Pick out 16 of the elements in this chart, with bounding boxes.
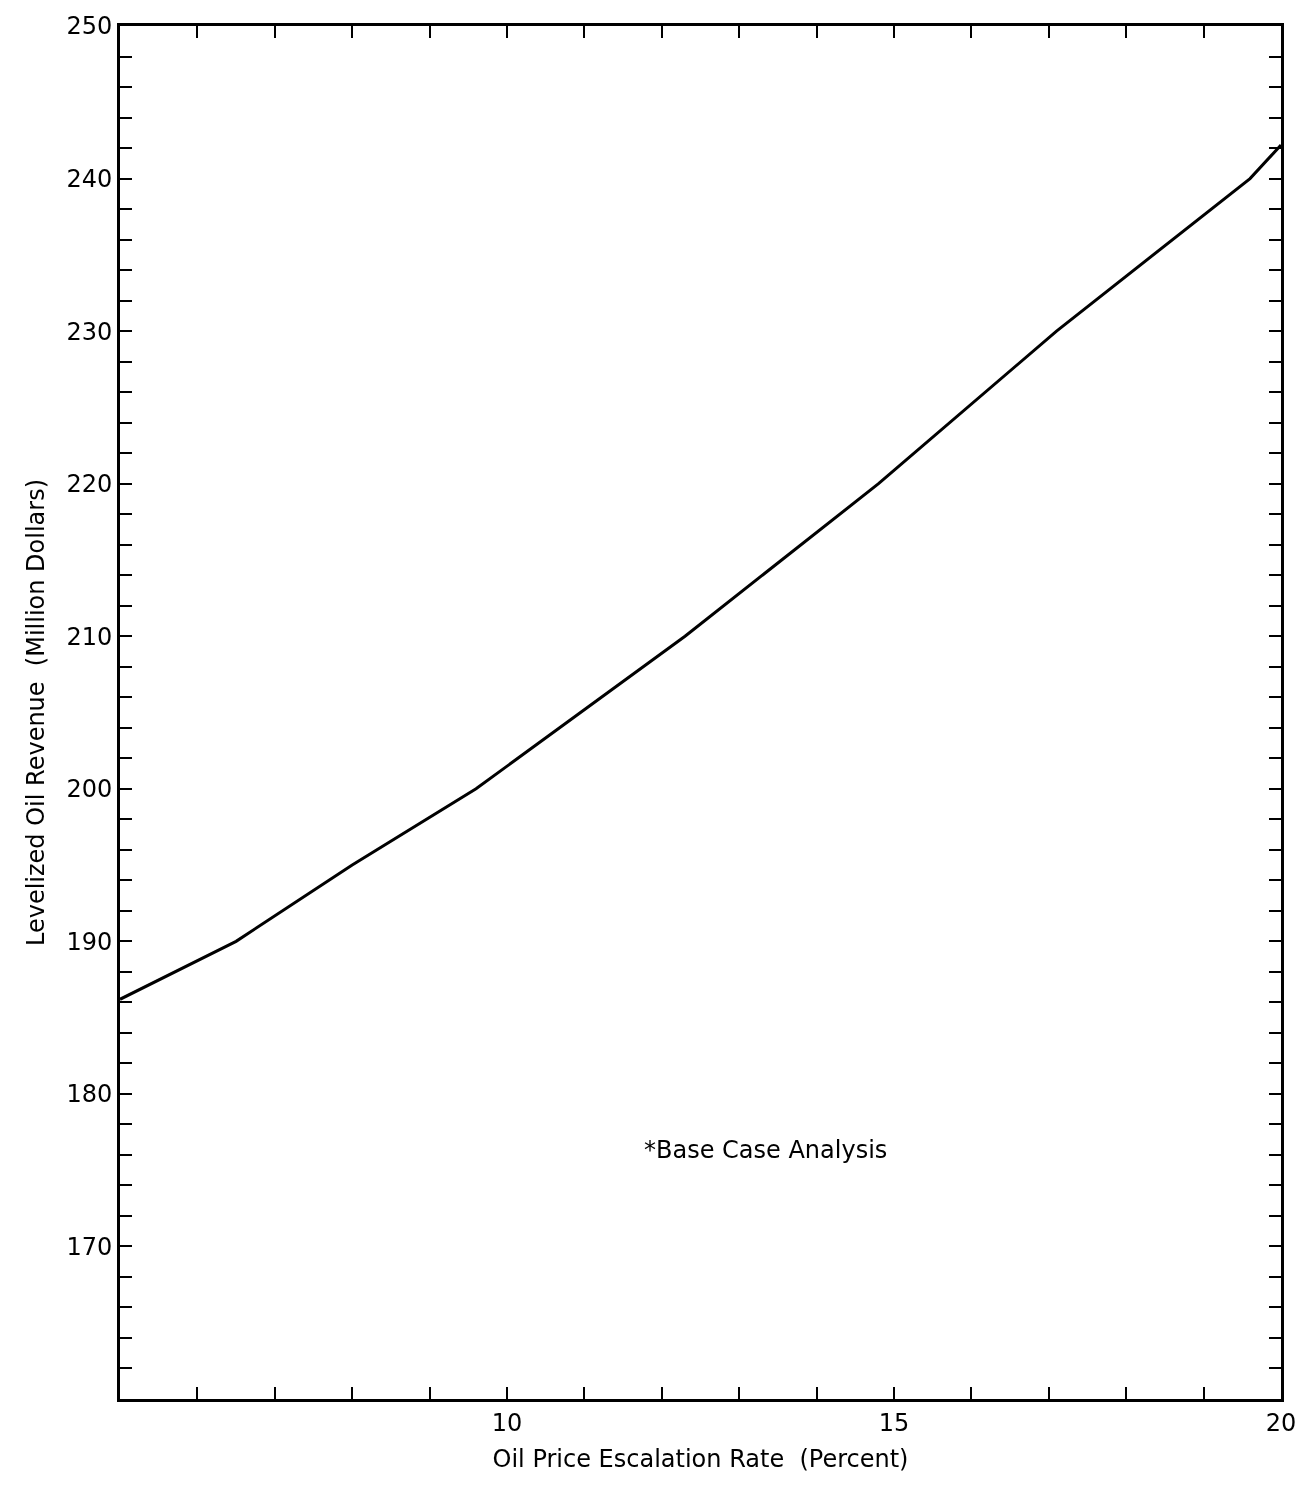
y-tick-label: 200 <box>66 775 113 804</box>
y-tick-label: 170 <box>66 1232 113 1261</box>
y-tick-label: 250 <box>66 12 113 41</box>
y-tick-label: 230 <box>66 317 113 346</box>
line-series <box>120 143 1281 1001</box>
y-axis-title: Levelized Oil Revenue (Million Dollars) <box>22 478 51 947</box>
x-tick-label: 20 <box>1265 1408 1297 1437</box>
x-tick-label: 10 <box>491 1408 523 1437</box>
annotation: *Base Case Analysis <box>644 1136 888 1164</box>
x-tick-label: 15 <box>878 1408 910 1437</box>
y-tick-label: 190 <box>66 927 113 956</box>
y-tick-label: 240 <box>66 164 113 193</box>
y-tick-label: 210 <box>66 622 113 651</box>
y-tick-label: 220 <box>66 470 113 499</box>
x-axis-title: Oil Price Escalation Rate (Percent) <box>492 1445 909 1474</box>
y-tick-label: 180 <box>66 1080 113 1109</box>
